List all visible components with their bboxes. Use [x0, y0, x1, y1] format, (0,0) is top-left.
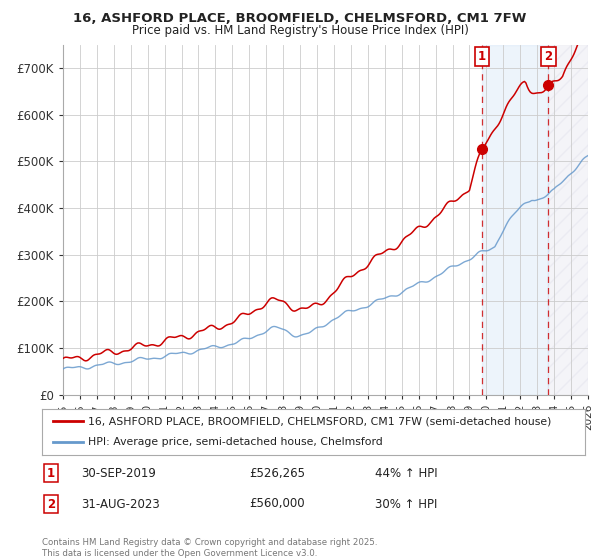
- Text: £526,265: £526,265: [249, 466, 305, 480]
- Text: 30-SEP-2019: 30-SEP-2019: [81, 466, 156, 480]
- Text: Contains HM Land Registry data © Crown copyright and database right 2025.
This d: Contains HM Land Registry data © Crown c…: [42, 538, 377, 558]
- Text: 16, ASHFORD PLACE, BROOMFIELD, CHELMSFORD, CM1 7FW (semi-detached house): 16, ASHFORD PLACE, BROOMFIELD, CHELMSFOR…: [88, 416, 551, 426]
- Text: £560,000: £560,000: [249, 497, 305, 511]
- Text: 2: 2: [47, 497, 55, 511]
- Text: 1: 1: [47, 466, 55, 480]
- Text: HPI: Average price, semi-detached house, Chelmsford: HPI: Average price, semi-detached house,…: [88, 437, 383, 447]
- Bar: [548, 45, 588, 395]
- Bar: [482, 45, 548, 395]
- Text: Price paid vs. HM Land Registry's House Price Index (HPI): Price paid vs. HM Land Registry's House …: [131, 24, 469, 37]
- Text: 44% ↑ HPI: 44% ↑ HPI: [375, 466, 437, 480]
- Text: 31-AUG-2023: 31-AUG-2023: [81, 497, 160, 511]
- Text: 1: 1: [478, 50, 486, 63]
- Text: 16, ASHFORD PLACE, BROOMFIELD, CHELMSFORD, CM1 7FW: 16, ASHFORD PLACE, BROOMFIELD, CHELMSFOR…: [73, 12, 527, 25]
- Text: 30% ↑ HPI: 30% ↑ HPI: [375, 497, 437, 511]
- Text: 2: 2: [544, 50, 553, 63]
